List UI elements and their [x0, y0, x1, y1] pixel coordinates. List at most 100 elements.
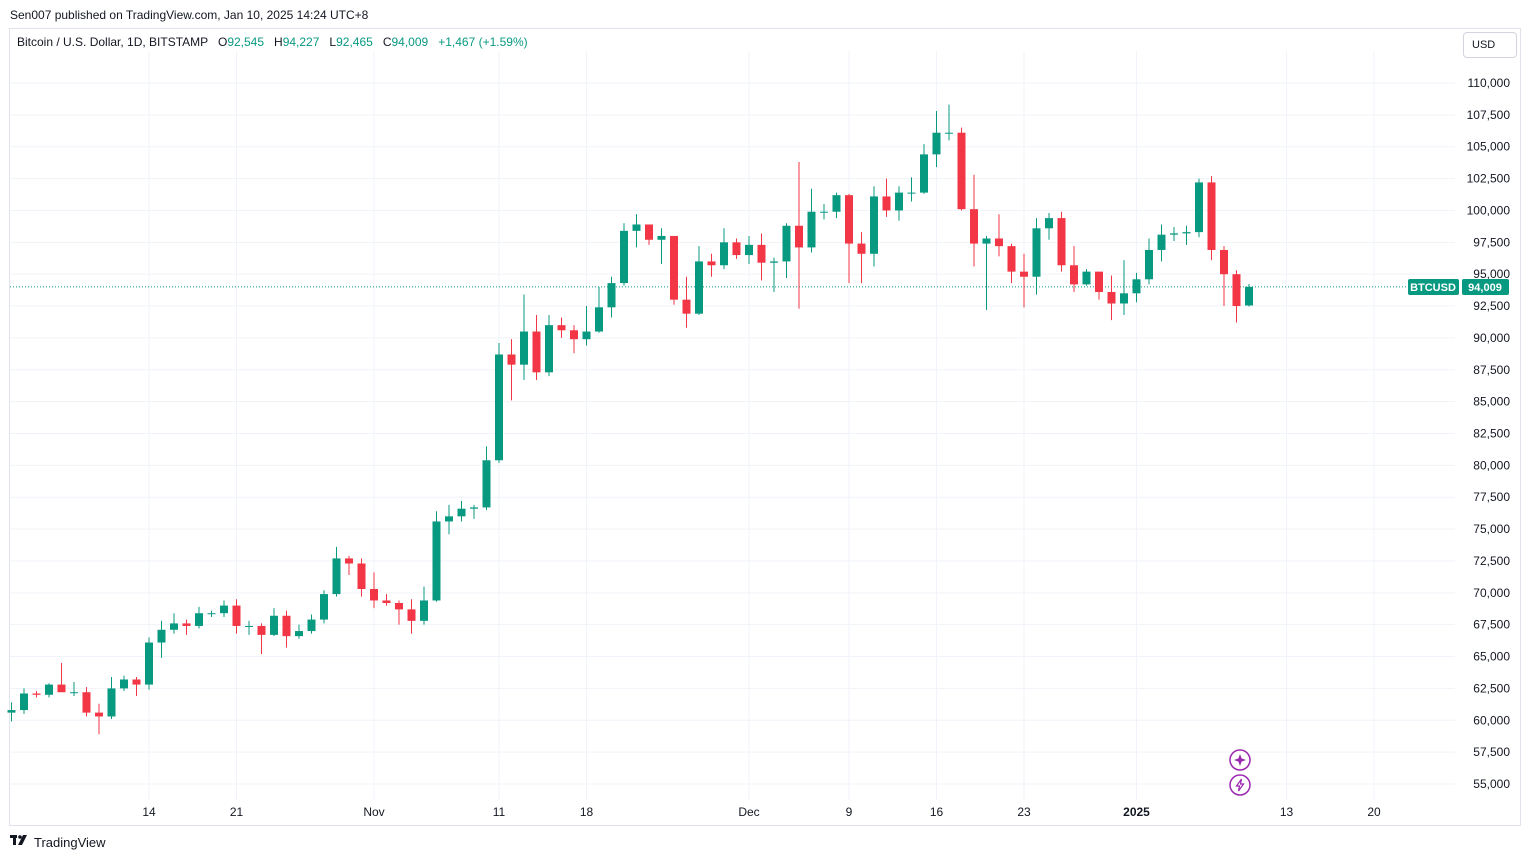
- candle[interactable]: [245, 620, 253, 635]
- candle[interactable]: [732, 238, 741, 259]
- candle[interactable]: [470, 504, 478, 519]
- candle[interactable]: [682, 276, 691, 328]
- candle[interactable]: [845, 193, 853, 284]
- candle[interactable]: [295, 624, 303, 639]
- candle[interactable]: [957, 127, 966, 211]
- candle[interactable]: [320, 590, 328, 624]
- candle[interactable]: [7, 702, 16, 722]
- candle[interactable]: [1170, 227, 1178, 242]
- candle[interactable]: [132, 676, 141, 697]
- candle[interactable]: [1045, 213, 1053, 240]
- candle[interactable]: [1207, 176, 1216, 261]
- candle[interactable]: [45, 683, 53, 698]
- candle[interactable]: [332, 546, 341, 597]
- candle[interactable]: [907, 177, 916, 202]
- candle[interactable]: [745, 235, 753, 264]
- candle[interactable]: [620, 223, 628, 286]
- candle[interactable]: [20, 688, 28, 714]
- candle[interactable]: [257, 623, 266, 654]
- candle[interactable]: [120, 675, 128, 691]
- candle[interactable]: [770, 257, 778, 293]
- candle[interactable]: [1232, 270, 1241, 323]
- candle[interactable]: [270, 608, 278, 637]
- candle[interactable]: [1157, 224, 1166, 262]
- candle[interactable]: [145, 637, 153, 690]
- candle[interactable]: [507, 339, 516, 401]
- candle[interactable]: [420, 586, 428, 625]
- candle[interactable]: [1095, 271, 1103, 300]
- candle[interactable]: [1145, 238, 1153, 285]
- sparkle-icon[interactable]: [1229, 749, 1251, 771]
- candle[interactable]: [1057, 211, 1066, 272]
- candle[interactable]: [395, 600, 403, 625]
- candle[interactable]: [407, 599, 416, 634]
- candle[interactable]: [382, 594, 391, 606]
- candle[interactable]: [157, 620, 166, 658]
- footer-brand[interactable]: TradingView: [10, 835, 106, 850]
- candle[interactable]: [757, 233, 766, 281]
- candle[interactable]: [82, 687, 91, 717]
- candle[interactable]: [720, 228, 728, 270]
- candle[interactable]: [1007, 243, 1016, 284]
- candle[interactable]: [632, 214, 641, 248]
- candle[interactable]: [595, 286, 603, 333]
- candle[interactable]: [870, 186, 878, 267]
- candle[interactable]: [545, 314, 553, 377]
- candle[interactable]: [782, 223, 791, 279]
- candle[interactable]: [1132, 272, 1141, 303]
- candle[interactable]: [195, 606, 203, 629]
- candle[interactable]: [920, 144, 928, 194]
- candle[interactable]: [282, 610, 291, 648]
- candle[interactable]: [95, 703, 103, 735]
- candle[interactable]: [532, 314, 541, 380]
- candle[interactable]: [1082, 269, 1091, 286]
- currency-button[interactable]: USD: [1463, 32, 1517, 58]
- candle[interactable]: [1182, 225, 1191, 245]
- candle[interactable]: [1032, 218, 1041, 295]
- candle[interactable]: [432, 511, 441, 602]
- candle[interactable]: [182, 619, 191, 635]
- candle[interactable]: [220, 600, 228, 618]
- candle[interactable]: [345, 555, 353, 575]
- candle[interactable]: [645, 224, 653, 245]
- candle[interactable]: [982, 235, 991, 310]
- candle[interactable]: [1220, 246, 1228, 307]
- candle[interactable]: [895, 186, 903, 221]
- candle[interactable]: [932, 111, 941, 168]
- candle[interactable]: [370, 572, 378, 609]
- candle[interactable]: [670, 235, 678, 305]
- candle[interactable]: [1070, 246, 1078, 293]
- candle[interactable]: [945, 104, 953, 141]
- candle[interactable]: [232, 599, 241, 634]
- candle[interactable]: [970, 174, 978, 267]
- candle[interactable]: [795, 162, 803, 309]
- candle[interactable]: [807, 188, 816, 253]
- candle[interactable]: [1245, 284, 1253, 307]
- candle[interactable]: [107, 676, 116, 719]
- candle[interactable]: [70, 682, 78, 697]
- candle[interactable]: [995, 214, 1003, 257]
- candle[interactable]: [882, 178, 891, 217]
- candle[interactable]: [820, 204, 828, 220]
- lightning-icon[interactable]: [1229, 774, 1251, 796]
- candle[interactable]: [457, 501, 466, 522]
- candle[interactable]: [695, 246, 703, 315]
- candle[interactable]: [857, 232, 866, 284]
- candle[interactable]: [1195, 178, 1203, 238]
- candle[interactable]: [582, 306, 591, 346]
- candle[interactable]: [32, 690, 41, 698]
- candle[interactable]: [520, 294, 528, 380]
- candle[interactable]: [657, 228, 666, 264]
- candle[interactable]: [707, 253, 716, 277]
- candle[interactable]: [1107, 275, 1116, 321]
- candle[interactable]: [170, 613, 178, 634]
- candle[interactable]: [495, 343, 503, 463]
- candle[interactable]: [1120, 260, 1128, 315]
- candle[interactable]: [557, 317, 566, 338]
- candle[interactable]: [832, 192, 841, 219]
- candle[interactable]: [1020, 253, 1028, 308]
- candle[interactable]: [570, 325, 578, 354]
- candle[interactable]: [357, 558, 366, 597]
- candle[interactable]: [207, 610, 216, 618]
